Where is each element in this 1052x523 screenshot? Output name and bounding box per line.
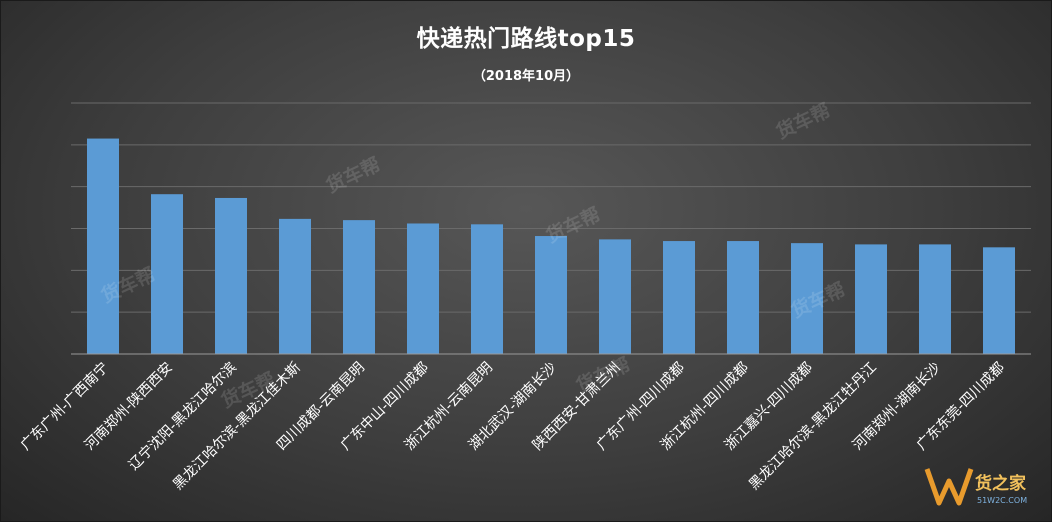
watermark-text: 货车帮 [323, 153, 384, 198]
bar-14 [919, 244, 951, 354]
bar-15 [983, 247, 1015, 354]
brand-logo: 货之家 51W2C.COM [924, 468, 1027, 506]
bar-6 [407, 223, 439, 354]
bar-7 [471, 224, 503, 354]
chart-title: 快递热门路线top15 [416, 26, 636, 52]
bar-12 [791, 243, 823, 354]
chart-subtitle: （2018年10月） [472, 69, 580, 84]
bar-3 [215, 197, 247, 354]
x-tick-labels: 广东广州-广西南宁河南郑州-陕西西安辽宁沈阳-黑龙江哈尔滨黑龙江哈尔滨-黑龙江佳… [17, 359, 1008, 493]
x-tick-label: 辽宁沈阳-黑龙江哈尔滨 [125, 359, 240, 474]
bar-1 [87, 138, 119, 354]
bar-5 [343, 220, 375, 354]
x-tick-label: 黑龙江哈尔滨-黑龙江牡丹江 [746, 360, 880, 494]
bar-9 [599, 239, 631, 354]
bars [87, 138, 1015, 354]
logo-brand: 货之家 [975, 473, 1026, 494]
bar-8 [535, 236, 567, 354]
bar-4 [279, 218, 311, 354]
watermark-text: 货车帮 [773, 99, 834, 144]
logo-w-icon [924, 468, 974, 506]
bar-2 [151, 194, 183, 354]
watermark-text: 货车帮 [543, 203, 604, 248]
bar-11 [727, 241, 759, 354]
logo-domain: 51W2C.COM [977, 496, 1027, 505]
x-tick-label: 黑龙江哈尔滨-黑龙江佳木斯 [170, 360, 304, 494]
bar-13 [855, 244, 887, 354]
bar-10 [663, 241, 695, 354]
